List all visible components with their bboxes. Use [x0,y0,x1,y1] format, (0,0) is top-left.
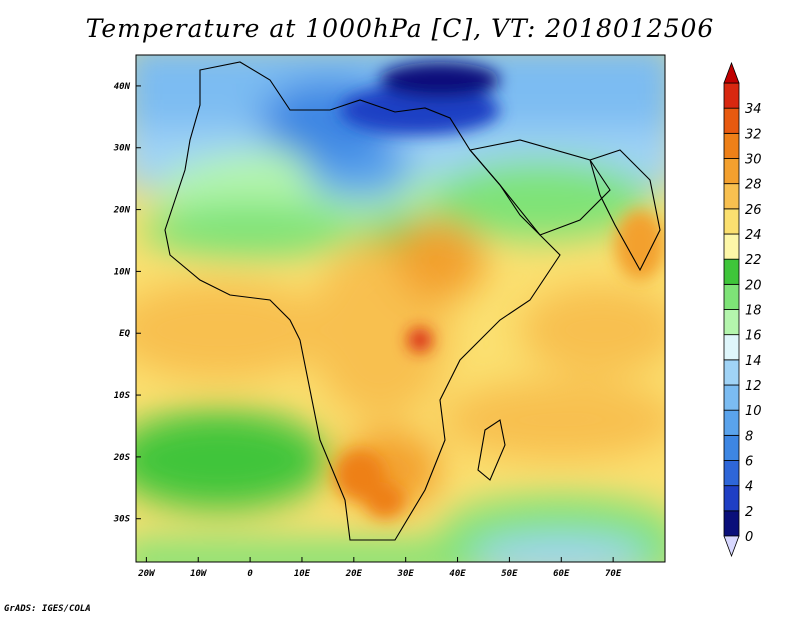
lat-tick-label: 10S [114,391,131,401]
colorbar-min-arrow [723,535,740,558]
lat-tick-label: 40N [114,82,131,92]
colorbar-level-label: 20 [745,278,762,293]
colorbar-level-label: 28 [745,178,762,193]
colorbar-level-label: 30 [745,153,762,168]
lat-tick-label: 10N [114,267,131,277]
colorbar-level-label: 0 [745,530,753,545]
colorbar-swatch [723,258,740,285]
colorbar-level-label: 8 [745,429,753,444]
temperature-field [136,55,665,562]
colorbar-swatch [723,359,740,386]
credit-label: GrADS: IGES/COLA [4,604,91,614]
colorbar-level-label: 10 [745,404,762,419]
colorbar-level-label: 34 [745,102,762,117]
colorbar-level-label: 26 [745,203,762,218]
colorbar-level-label: 2 [745,505,753,520]
lon-tick-label: 10E [294,569,311,579]
plot-frame [135,54,666,563]
colorbar-swatch [723,82,740,109]
colorbar-swatch [723,233,740,260]
lon-tick-label: 10W [190,569,208,579]
lon-tick-label: 60E [553,569,570,579]
colorbar-swatch [723,208,740,235]
colorbar-swatch [723,434,740,461]
map-title: Temperature at 1000hPa [C], VT: 20180125… [85,14,715,43]
colorbar-swatch [723,384,740,411]
coastlines [164,61,661,541]
colorbar-swatch [723,409,740,436]
lat-tick-label: 20S [113,453,131,463]
colorbar-swatch [723,485,740,512]
lon-tick-label: 20W [137,569,156,579]
colorbar-swatch [723,283,740,310]
colorbar-level-label: 4 [745,480,753,495]
lat-tick-label: EQ [119,329,130,339]
colorbar-level-label: 22 [745,253,762,268]
colorbar-swatch [723,107,740,134]
lat-tick-label: 30N [113,144,131,154]
colorbar-level-label: 18 [745,304,762,319]
colorbar-swatch [723,309,740,336]
colorbar-level-label: 32 [745,127,762,142]
lon-tick-label: 50E [501,569,518,579]
colorbar-swatch [723,510,740,537]
lon-tick-label: 40E [449,569,466,579]
axes: 20W 10W 0 10E 20E 30E 40E 50E 60E 70E 40N 30N 20N 10N… [113,82,622,579]
colorbar-level-label: 12 [745,379,762,394]
lon-tick-label: 20E [345,569,363,579]
lon-tick-label: 30E [397,569,415,579]
colorbar-max-arrow [723,61,740,84]
colorbar-swatch [723,183,740,210]
colorbar-swatch [723,158,740,185]
colorbar-level-label: 14 [745,354,762,369]
colorbar-level-label: 24 [745,228,762,243]
lat-tick-label: 30S [113,515,131,525]
lat-tick-label: 20N [113,206,131,216]
colorbar-level-label: 16 [745,329,762,344]
colorbar-swatch [723,132,740,159]
lon-tick-label: 70E [605,569,622,579]
colorbar-swatch [723,334,740,361]
lon-tick-label: 0 [247,569,253,579]
colorbar-level-label: 6 [745,455,753,470]
colorbar-swatch [723,460,740,487]
